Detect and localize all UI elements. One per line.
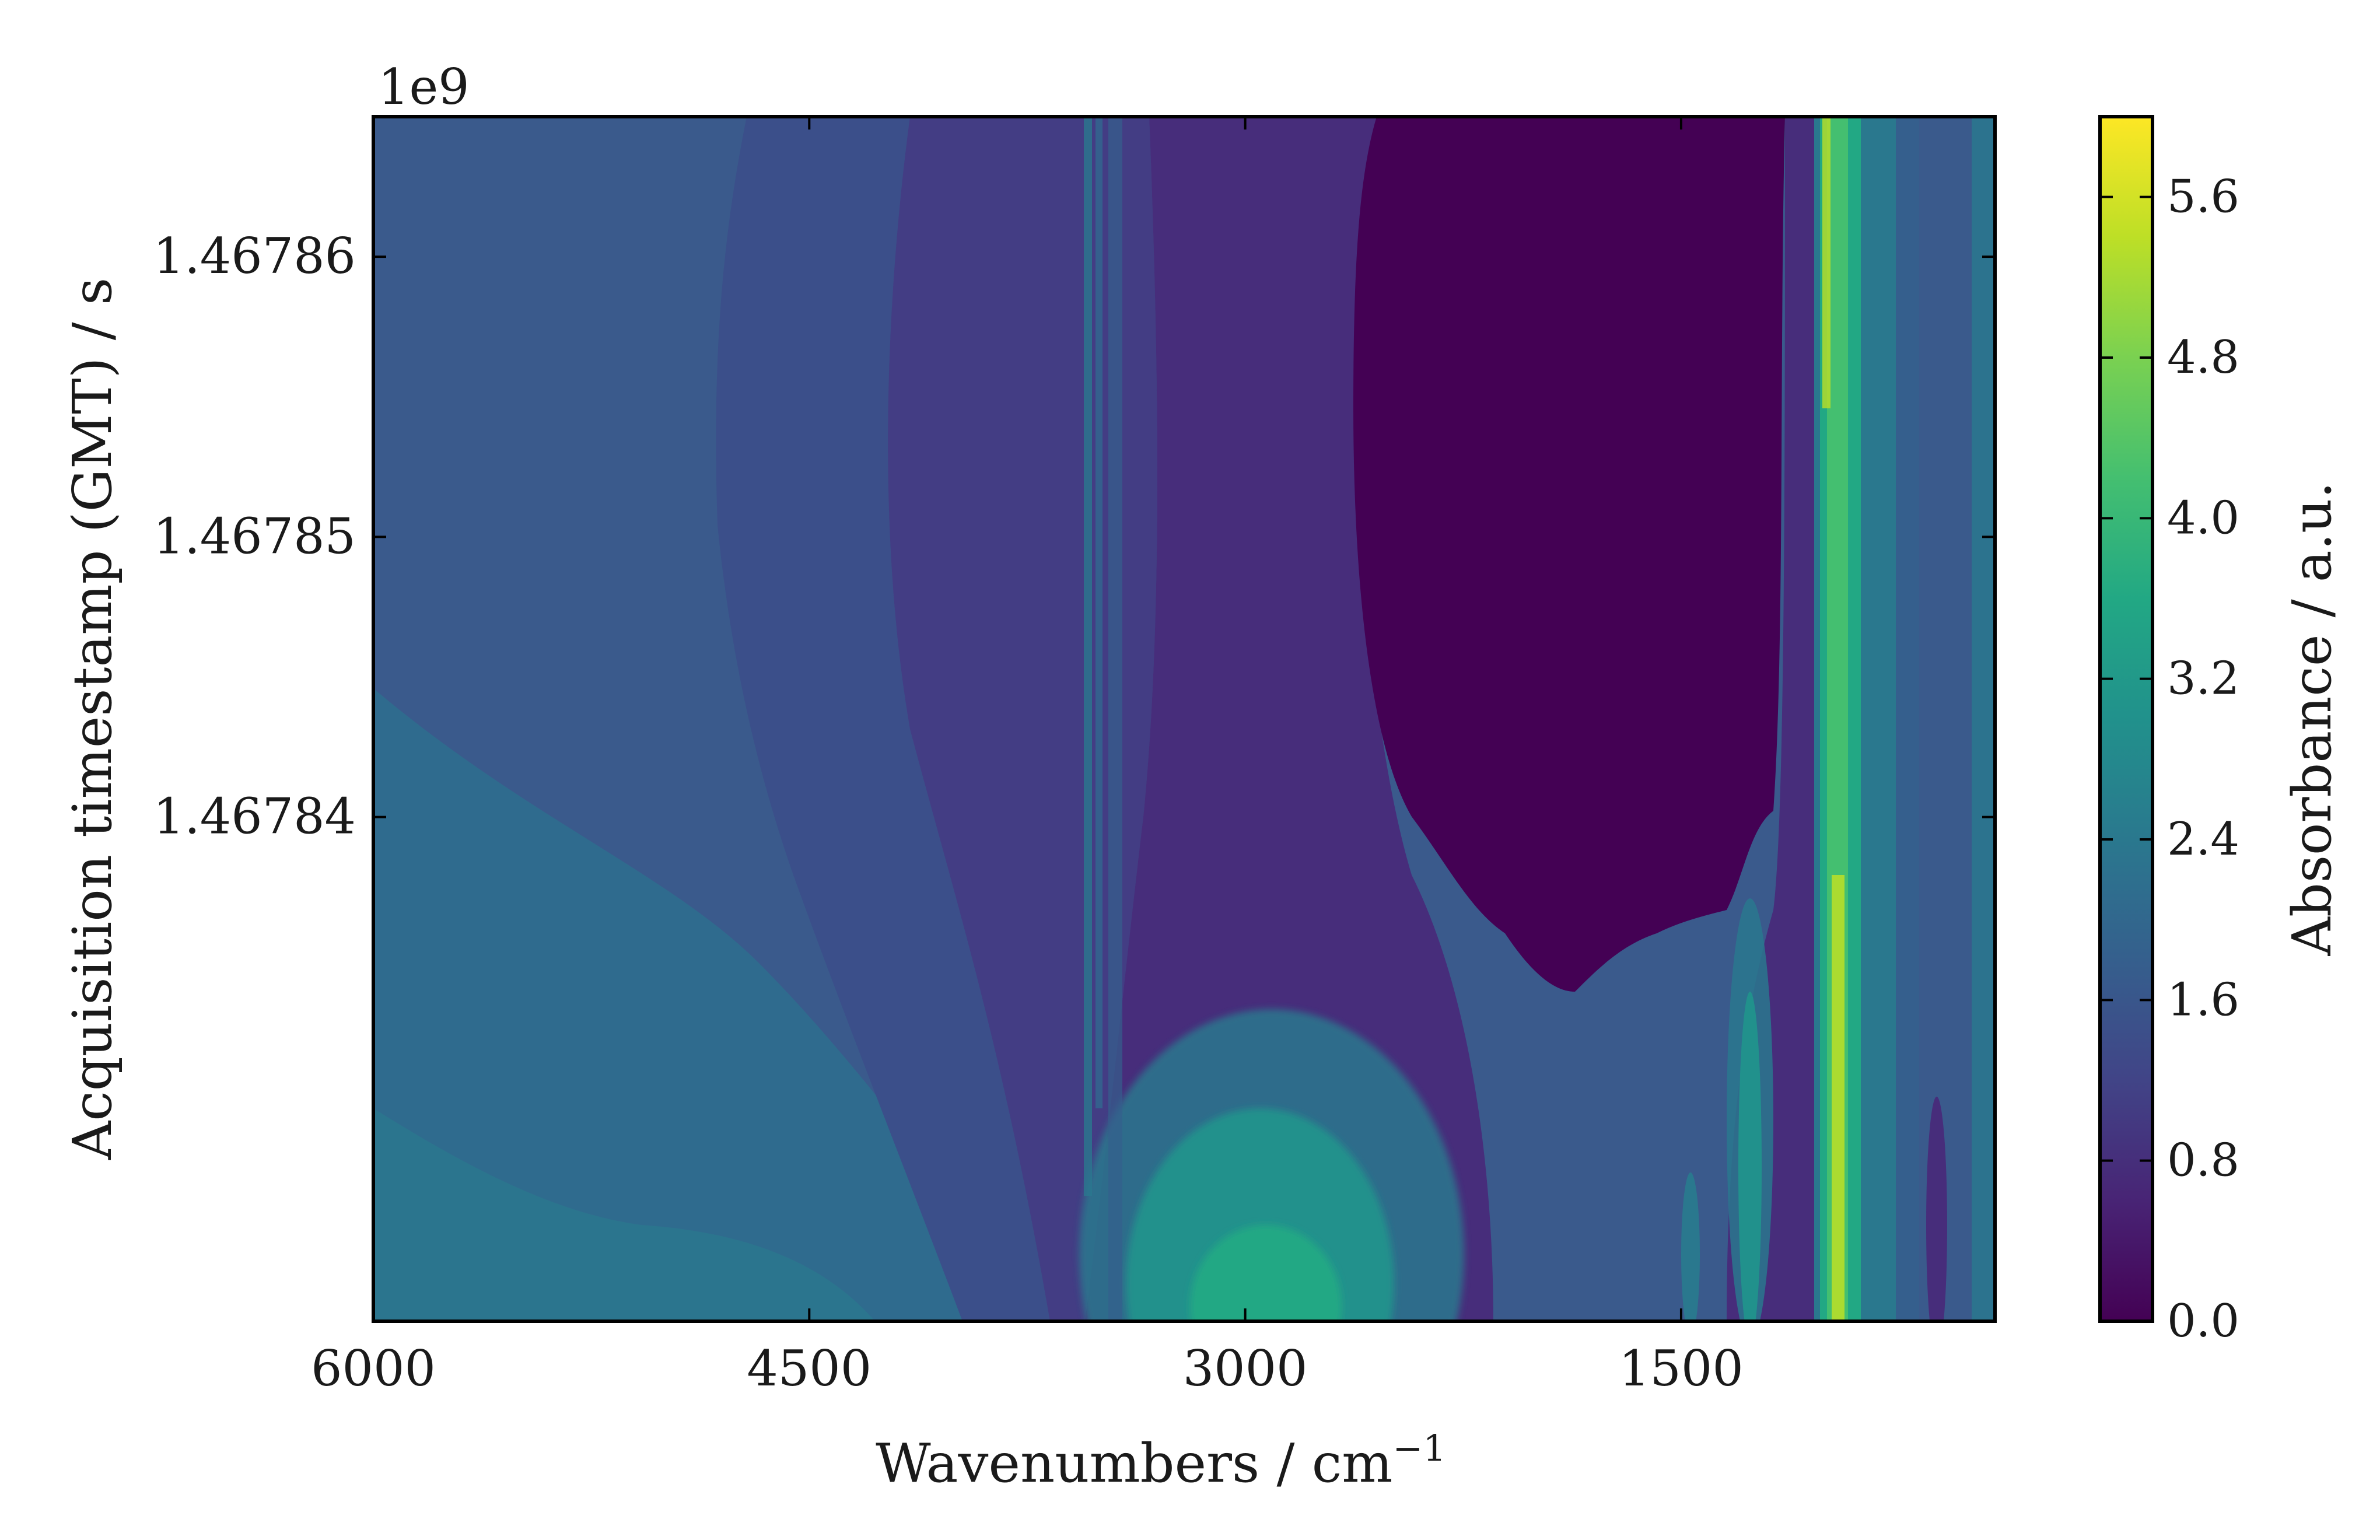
x-axis-label-superscript: −1 [1392, 1427, 1446, 1469]
colorbar-tick-label-1: 0.8 [2167, 1135, 2239, 1187]
colorbar-tick-label-2: 1.6 [2167, 974, 2239, 1026]
y-tick-label-1: 1.46785 [153, 508, 356, 565]
heatmap-plot-area [373, 117, 1995, 1321]
x-tick-label-3: 1500 [1619, 1340, 1744, 1397]
heatmap-region-band-2 [716, 117, 1050, 1321]
y-axis-offset-text: 1e9 [378, 58, 470, 116]
colorbar-tick-label-4: 3.2 [2167, 653, 2239, 705]
colorbar-tick-label-7: 5.6 [2167, 171, 2239, 223]
colorbar-ticks: 0.0 0.8 1.6 2.4 3.2 4.0 4.8 5.6 [2100, 171, 2239, 1348]
x-tick-label-2: 3000 [1183, 1340, 1308, 1397]
heatmap-lower-blob-inner [1190, 1225, 1342, 1321]
heatmap-streak-1 [1084, 117, 1092, 1196]
y-tick-label-0: 1.46786 [153, 228, 356, 285]
plot-frame [372, 115, 1997, 1323]
heatmap-region-lower-left-edge [373, 1108, 875, 1321]
heatmap-feature-1640 [1681, 1172, 1700, 1321]
y-tick-label-2: 1.46784 [153, 788, 356, 845]
heatmap-feature-right-dark [1926, 1097, 1947, 1321]
heatmap-streak-3 [1108, 117, 1122, 1321]
colorbar-tick-label-0: 0.0 [2167, 1295, 2239, 1348]
x-tick-label-1: 4500 [747, 1340, 872, 1397]
heatmap-band-1350-peak [1832, 875, 1845, 1321]
colorbar-label: Absorbance / a.u. [2281, 482, 2343, 957]
x-axis-label-text: Wavenumbers / cm [876, 1432, 1392, 1494]
heatmap-band-1350-top [1822, 117, 1831, 408]
x-axis-label: Wavenumbers / cm−1 [876, 1427, 1446, 1494]
heatmap-band-right-edge [1972, 117, 1995, 1321]
x-axis-ticks: 6000 4500 3000 1500 [311, 117, 1744, 1397]
colorbar-tick-label-5: 4.0 [2167, 492, 2239, 544]
heatmap-region-core [1353, 117, 1785, 992]
heatmap-feature-1500-core [1738, 992, 1762, 1321]
heatmap-streak-2 [1096, 117, 1102, 1108]
colorbar-tick-label-6: 4.8 [2167, 331, 2239, 384]
colorbar-tick-label-3: 2.4 [2167, 813, 2239, 866]
y-axis-label: Acquisition timestamp (GMT) / s [61, 278, 124, 1160]
heatmap-band-right-1 [1896, 117, 1919, 1321]
heatmap-region-lower-left [373, 688, 1050, 1321]
x-tick-label-0: 6000 [311, 1340, 436, 1397]
colorbar-frame [2098, 115, 2154, 1323]
heatmap-region-band-4 [1085, 117, 1493, 1321]
y-axis-ticks: 1.46786 1.46785 1.46784 [153, 228, 1995, 845]
colorbar-gradient [2100, 117, 2152, 1321]
